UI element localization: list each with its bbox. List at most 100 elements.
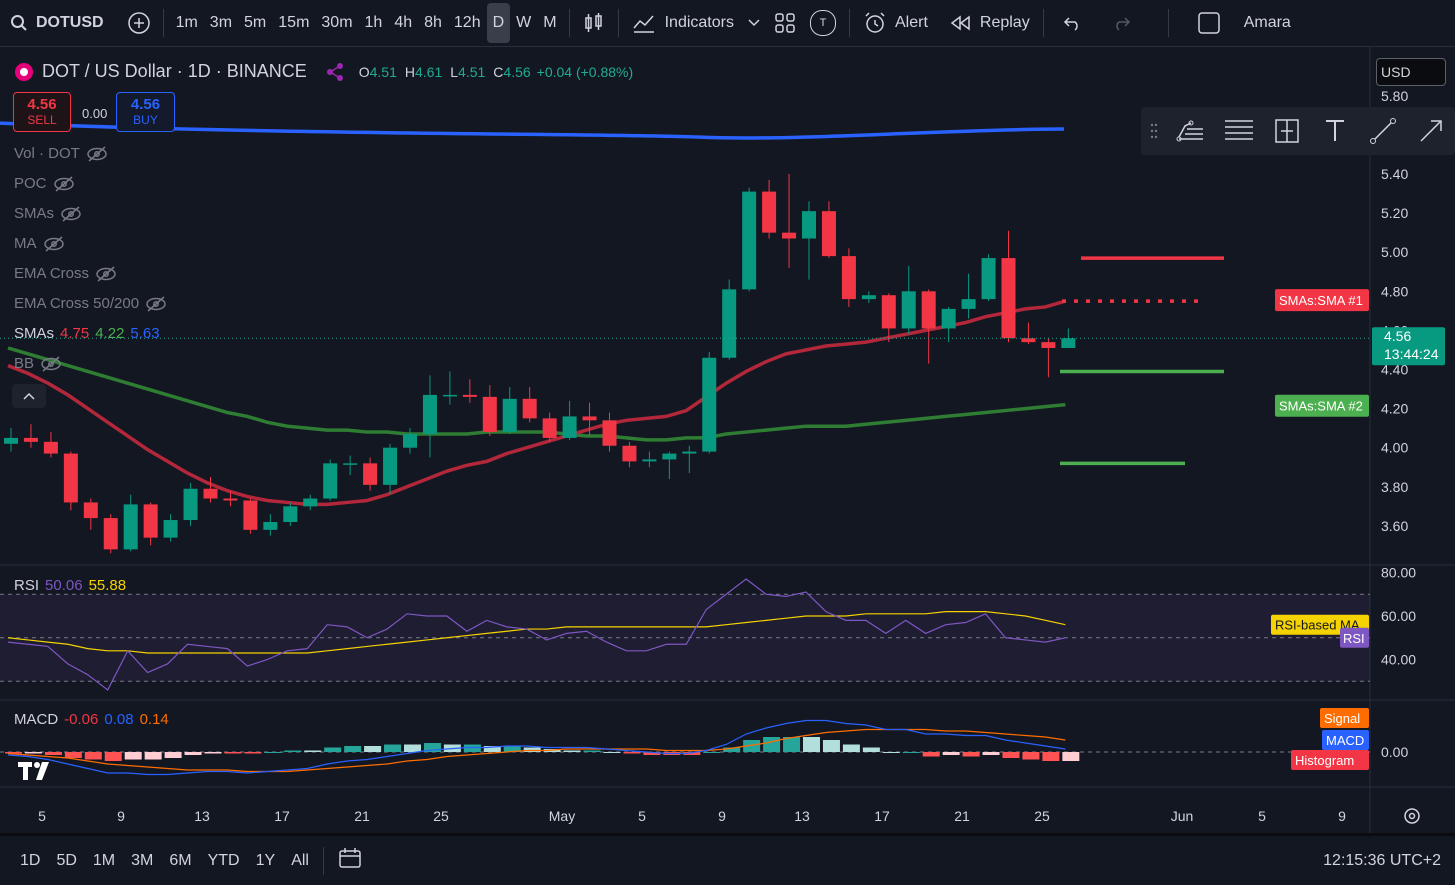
candle-body bbox=[981, 258, 996, 300]
macd-hist-bar bbox=[982, 752, 1000, 755]
currency-selector[interactable]: USD bbox=[1376, 58, 1446, 86]
square-icon bbox=[1197, 12, 1220, 34]
indicator-legend-item[interactable]: POC bbox=[14, 175, 75, 192]
resolution-4h[interactable]: 4h bbox=[394, 14, 413, 31]
chart-area[interactable]: 80.00 60.00 40.00 RSI-based MA RSI 0.00 Signa… bbox=[0, 47, 1455, 833]
range-1M[interactable]: 1M bbox=[92, 851, 116, 869]
indicators-dropdown-button[interactable] bbox=[741, 0, 767, 46]
resolution-12h[interactable]: 12h bbox=[453, 14, 481, 31]
range-1D[interactable]: 1D bbox=[20, 851, 41, 869]
time-tick-label: 5 bbox=[638, 808, 646, 824]
replay-button[interactable]: Replay bbox=[943, 0, 1037, 46]
macd-hist-bar bbox=[563, 750, 581, 752]
time-tick-label: 21 bbox=[354, 808, 370, 824]
macd-hist-bar bbox=[603, 752, 621, 753]
candle-body bbox=[4, 437, 18, 444]
candle-body bbox=[303, 498, 318, 507]
range-6M[interactable]: 6M bbox=[169, 851, 192, 869]
compare-button[interactable] bbox=[121, 0, 157, 46]
rsi-legend[interactable]: RSI 50.06 55.88 bbox=[14, 577, 126, 594]
rsi-tick-label: 60.00 bbox=[1381, 608, 1416, 624]
candle-body bbox=[881, 295, 896, 329]
trend-lines-tool[interactable] bbox=[1167, 107, 1215, 155]
resolution-W[interactable]: W bbox=[516, 14, 532, 31]
patterns-tool[interactable] bbox=[1263, 107, 1311, 155]
indicator-legend-item[interactable]: Vol · DOT bbox=[14, 145, 108, 162]
symbol-title[interactable]: DOT / US Dollar · 1D · BINANCE bbox=[42, 61, 307, 81]
range-3M[interactable]: 3M bbox=[131, 851, 154, 869]
alert-button[interactable]: Alert bbox=[856, 0, 935, 46]
plus-circle-icon bbox=[127, 12, 150, 34]
t-badge-button[interactable]: T bbox=[803, 0, 843, 46]
macd-hist-bar bbox=[523, 747, 541, 752]
candle bbox=[103, 514, 118, 554]
chart-type-button[interactable] bbox=[576, 0, 612, 46]
top-toolbar: DOTUSD 1m 3m 5m 15m 30m 1h 4h 8h 12h D W M Indicato… bbox=[0, 0, 1455, 47]
clock-display[interactable]: 12:15:36 UTC+2 bbox=[1323, 851, 1441, 869]
undo-button[interactable] bbox=[1056, 0, 1090, 46]
goto-date-button[interactable] bbox=[330, 847, 370, 874]
layout-button[interactable] bbox=[1191, 0, 1227, 46]
divider bbox=[162, 9, 164, 37]
templates-button[interactable] bbox=[767, 0, 803, 46]
macd-hist-bar bbox=[144, 752, 162, 760]
candle-body bbox=[821, 211, 836, 257]
resolution-M[interactable]: M bbox=[543, 14, 557, 31]
macd-hist-bar bbox=[324, 747, 342, 752]
candle-body bbox=[782, 232, 797, 239]
buy-button[interactable]: 4.56 BUY bbox=[116, 92, 175, 132]
tradingview-logo[interactable] bbox=[18, 760, 56, 787]
rsi-ma-axis-label: RSI-based MA bbox=[1275, 618, 1360, 633]
collapse-legend-button[interactable] bbox=[12, 384, 46, 408]
redo-button[interactable] bbox=[1104, 0, 1138, 46]
sma1-label: SMAs:SMA #1 bbox=[1279, 293, 1363, 308]
macd-axis-label: MACD bbox=[1326, 733, 1364, 748]
resolution-15m[interactable]: 15m bbox=[278, 14, 310, 31]
candle bbox=[283, 502, 298, 526]
resolution-3m[interactable]: 3m bbox=[209, 14, 233, 31]
range-All[interactable]: All bbox=[291, 851, 309, 869]
indicator-legend-item[interactable]: EMA Cross bbox=[14, 265, 117, 282]
resolution-1h[interactable]: 1h bbox=[364, 14, 383, 31]
macd-hist-bar bbox=[264, 752, 282, 753]
bb-legend[interactable]: BB bbox=[14, 355, 62, 372]
time-tick-label: 9 bbox=[1338, 808, 1346, 824]
resolution-30m[interactable]: 30m bbox=[321, 14, 353, 31]
resolution-5m[interactable]: 5m bbox=[244, 14, 267, 31]
measure-icon bbox=[1370, 118, 1396, 144]
symbol-search-button[interactable]: DOTUSD bbox=[0, 0, 111, 46]
time-tick-label: 13 bbox=[194, 808, 210, 824]
sell-price: 4.56 bbox=[27, 96, 57, 113]
candle bbox=[4, 428, 18, 452]
price-tick-label: 5.80 bbox=[1381, 88, 1408, 104]
range-1Y[interactable]: 1Y bbox=[255, 851, 276, 869]
candle-body bbox=[901, 291, 916, 329]
candle bbox=[482, 385, 497, 436]
sell-button[interactable]: 4.56 SELL bbox=[13, 92, 71, 132]
macd-legend[interactable]: MACD -0.06 0.08 0.14 bbox=[14, 711, 169, 728]
indicator-legend-item[interactable]: MA bbox=[14, 235, 65, 252]
t-badge: T bbox=[809, 10, 836, 36]
brush-tool[interactable] bbox=[1407, 107, 1455, 155]
drag-handle[interactable] bbox=[1141, 107, 1167, 155]
indicator-legend-item[interactable]: EMA Cross 50/200 bbox=[14, 295, 167, 312]
resolution-D[interactable]: D bbox=[486, 3, 511, 43]
candle bbox=[303, 494, 318, 511]
resolution-1m[interactable]: 1m bbox=[175, 14, 198, 31]
candle-body bbox=[23, 437, 38, 442]
range-YTD[interactable]: YTD bbox=[207, 851, 240, 869]
fib-tool[interactable] bbox=[1215, 107, 1263, 155]
rsi-line bbox=[7, 578, 1066, 691]
smas-legend[interactable]: SMAs 4.75 4.22 5.63 bbox=[14, 325, 160, 342]
replay-label: Replay bbox=[979, 14, 1030, 31]
macd-legend-v1: -0.06 bbox=[64, 711, 99, 728]
indicator-legend-item[interactable]: SMAs bbox=[14, 205, 82, 222]
candles-icon bbox=[584, 13, 602, 32]
indicators-button[interactable]: Indicators bbox=[625, 0, 741, 46]
measure-tool[interactable] bbox=[1359, 107, 1407, 155]
text-tool[interactable] bbox=[1311, 107, 1359, 155]
range-5D[interactable]: 5D bbox=[56, 851, 77, 869]
user-label[interactable]: Amara bbox=[1243, 14, 1291, 31]
resolution-8h[interactable]: 8h bbox=[424, 14, 442, 31]
